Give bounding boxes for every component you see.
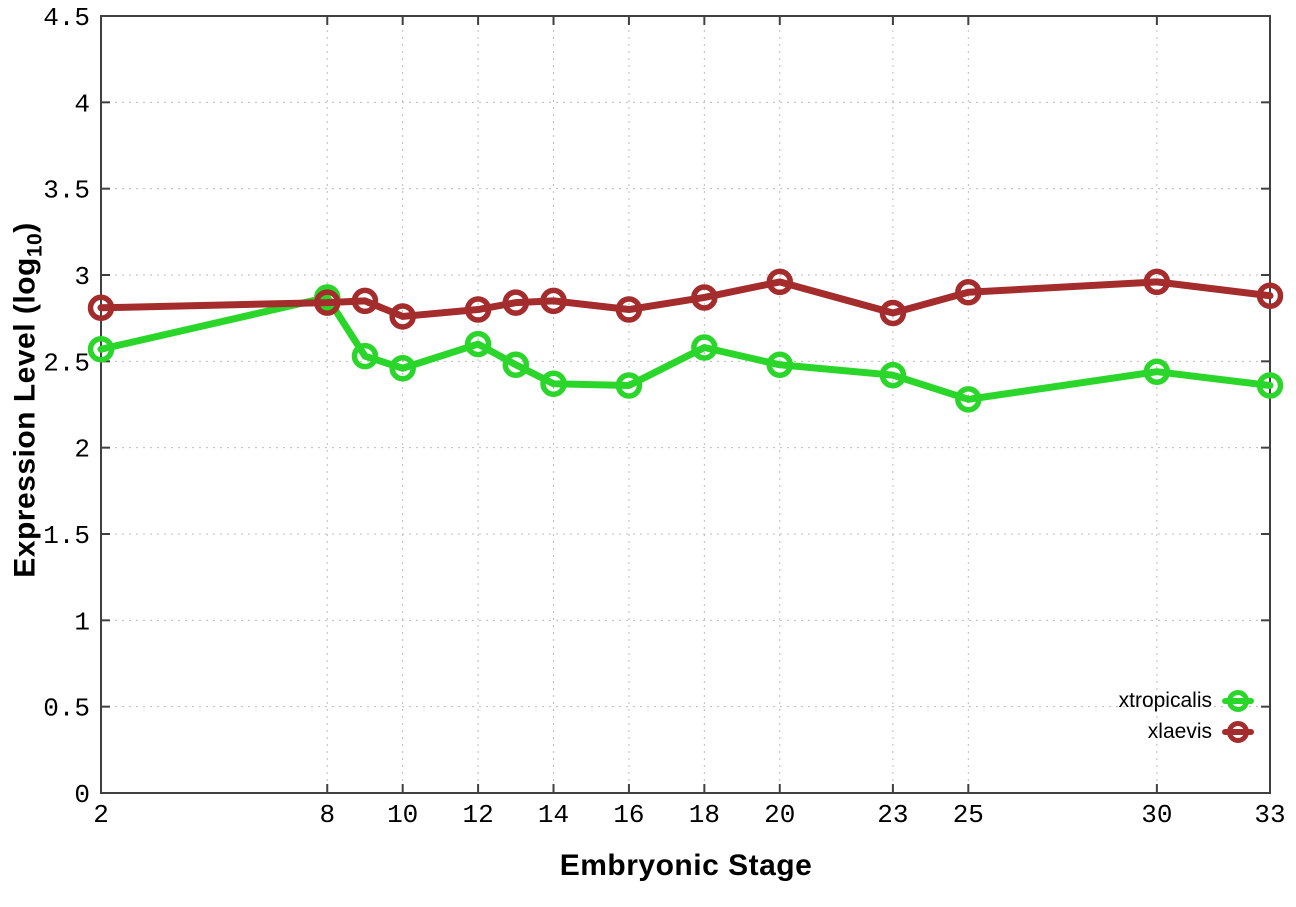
plot-border: [100, 15, 1271, 794]
y-tick-label: 0.5: [43, 694, 90, 724]
data-point-xtropicalis: [766, 351, 794, 379]
legend-marker-xtropicalis: [1222, 689, 1254, 713]
data-point-xlaevis: [87, 294, 115, 322]
x-tick-label: 8: [319, 800, 335, 830]
legend-label-xlaevis: xlaevis: [1147, 719, 1212, 743]
legend: xtropicalis xlaevis: [1119, 685, 1254, 747]
y-tick-label: 2.5: [43, 348, 90, 378]
legend-label-xtropicalis: xtropicalis: [1118, 688, 1212, 712]
legend-item-xlaevis: xlaevis: [1148, 716, 1254, 747]
data-point-xtropicalis: [691, 334, 718, 361]
x-tick-label: 20: [764, 800, 795, 830]
y-tick-label: 4.5: [43, 3, 90, 33]
y-axis-label-subscript: 10: [23, 232, 47, 258]
series-line: [97, 293, 1274, 403]
data-point-xtropicalis: [955, 386, 982, 413]
data-point-xlaevis: [955, 279, 982, 306]
x-tick-label: 14: [538, 800, 569, 830]
y-tick-label: 3: [74, 262, 90, 292]
data-point-xtropicalis: [87, 335, 115, 363]
gridlines: [100, 15, 1271, 794]
data-point-xlaevis: [389, 303, 416, 330]
y-tick-label: 2: [74, 435, 90, 465]
data-point-xtropicalis: [389, 354, 416, 382]
data-point-xtropicalis: [351, 342, 379, 370]
y-tick-label: 3.5: [43, 176, 90, 206]
data-point-xtropicalis: [1143, 358, 1171, 385]
legend-marker-xlaevis: [1222, 720, 1254, 744]
data-point-xtropicalis: [502, 351, 530, 379]
y-axis-label-suffix: ): [8, 222, 42, 233]
x-tick-label: 12: [462, 800, 493, 830]
data-point-xtropicalis: [879, 361, 907, 389]
data-point-xlaevis: [879, 299, 907, 327]
x-tick-label: 2: [93, 800, 109, 830]
y-axis-label-text: Expression Level (log: [8, 257, 42, 578]
series-xlaevis: [87, 268, 1284, 330]
data-point-xlaevis: [1143, 268, 1171, 296]
tick-marks: [100, 15, 1271, 794]
y-tick-label: 1.5: [43, 521, 90, 551]
data-point-xlaevis: [502, 289, 530, 316]
y-axis-label: Expression Level (log10): [9, 222, 48, 577]
data-point-xtropicalis: [540, 370, 567, 398]
x-tick-label: 23: [877, 800, 908, 830]
data-point-xlaevis: [464, 296, 492, 323]
legend-item-xtropicalis: xtropicalis: [1119, 685, 1254, 716]
data-point-xlaevis: [766, 268, 794, 296]
x-tick-label: 10: [387, 800, 418, 830]
series-xtropicalis: [87, 284, 1284, 413]
data-point-xlaevis: [1256, 282, 1284, 309]
x-tick-label: 33: [1254, 800, 1285, 830]
x-tick-label: 30: [1141, 800, 1172, 830]
y-tick-label: 4: [74, 89, 90, 119]
x-tick-label: 18: [689, 800, 720, 830]
x-tick-label: 25: [953, 800, 984, 830]
y-tick-label: 0: [74, 780, 90, 810]
data-point-xlaevis: [314, 289, 341, 316]
tick-labels: 0 0.5 1 1.5 2 2.5 3 3.5 4 4.5 2 8 10 12 14 16 18 20 23 25 30…: [43, 3, 1285, 830]
data-point-xlaevis: [351, 287, 379, 315]
y-tick-label: 1: [74, 607, 90, 637]
data-point-xlaevis: [540, 287, 567, 315]
data-point-xtropicalis: [1256, 372, 1284, 399]
open-circle-icon: [1227, 720, 1249, 743]
data-point-xlaevis: [615, 296, 643, 323]
x-axis-label: Embryonic Stage: [559, 849, 813, 882]
data-point-xlaevis: [691, 284, 718, 311]
data-point-xtropicalis: [464, 330, 492, 358]
open-circle-icon: [1227, 689, 1249, 712]
x-tick-label: 16: [613, 800, 644, 830]
data-point-xtropicalis: [615, 372, 643, 399]
